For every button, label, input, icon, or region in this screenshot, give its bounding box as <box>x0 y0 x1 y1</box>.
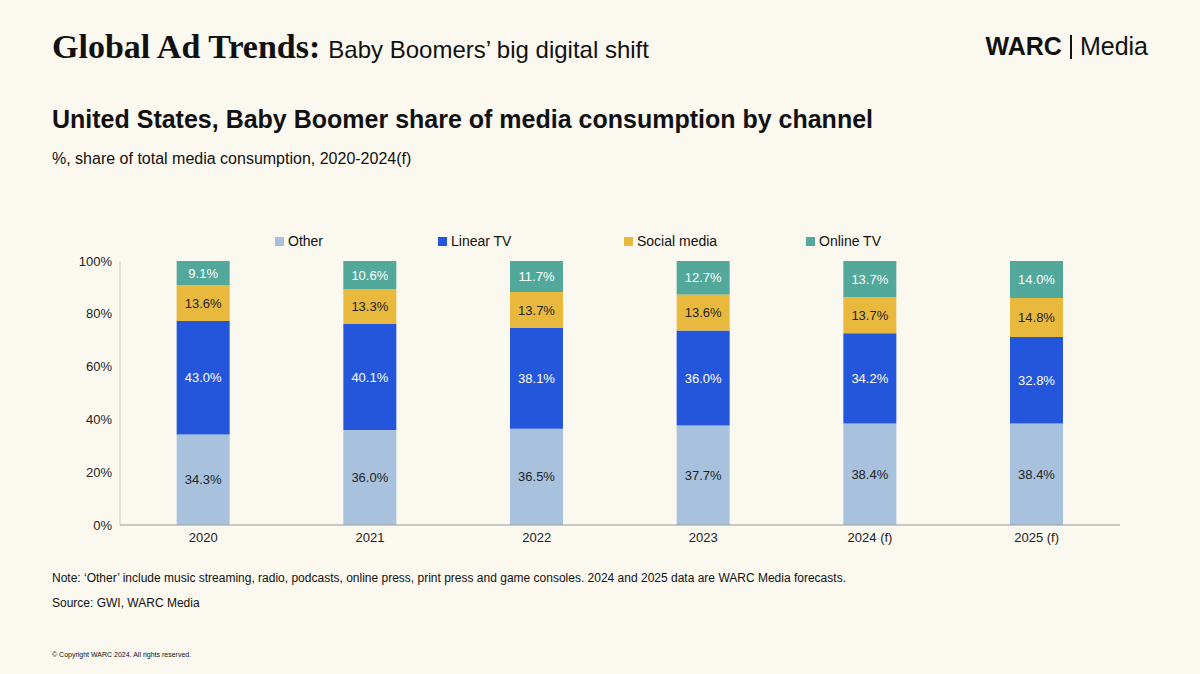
svg-text:9.1%: 9.1% <box>188 266 218 281</box>
svg-text:34.3%: 34.3% <box>185 472 222 487</box>
svg-text:11.7%: 11.7% <box>519 269 555 284</box>
svg-text:36.0%: 36.0% <box>685 371 722 386</box>
svg-text:13.6%: 13.6% <box>685 305 722 320</box>
svg-text:2024 (f): 2024 (f) <box>848 530 893 545</box>
html-text:Note: ‘Other’ include music st: Note: ‘Other’ include music streaming, r… <box>52 571 846 585</box>
svg-text:12.7%: 12.7% <box>685 270 722 285</box>
html-text:© Copyright WARC 2024. All rig: © Copyright WARC 2024. All rights reserv… <box>52 651 192 658</box>
svg-text:14.0%: 14.0% <box>1018 272 1055 287</box>
svg-text:40.1%: 40.1% <box>351 370 388 385</box>
svg-text:38.4%: 38.4% <box>851 467 888 482</box>
svg-text:38.1%: 38.1% <box>518 371 555 386</box>
html-text:Online TV: Online TV <box>819 233 881 249</box>
svg-text:32.8%: 32.8% <box>1018 373 1055 388</box>
svg-text:10.6%: 10.6% <box>351 268 388 283</box>
html-text:United States, Baby Boomer sha: United States, Baby Boomer share of medi… <box>52 105 873 133</box>
svg-text:2022: 2022 <box>522 530 551 545</box>
html-text:Other: Other <box>288 233 323 249</box>
html-text:Social media: Social media <box>637 233 718 249</box>
html-text:%, share of total media consum: %, share of total media consumption, 202… <box>52 150 412 167</box>
svg-text:100%: 100% <box>79 254 113 269</box>
svg-text:0%: 0% <box>93 518 112 533</box>
svg-text:14.8%: 14.8% <box>1018 310 1055 325</box>
svg-text:36.5%: 36.5% <box>518 469 555 484</box>
svg-text:34.2%: 34.2% <box>851 371 888 386</box>
svg-text:13.6%: 13.6% <box>185 296 222 311</box>
svg-text:13.7%: 13.7% <box>851 308 888 323</box>
svg-text:37.7%: 37.7% <box>685 468 722 483</box>
svg-text:60%: 60% <box>86 359 112 374</box>
svg-text:2023: 2023 <box>689 530 718 545</box>
svg-text:40%: 40% <box>86 412 112 427</box>
svg-text:43.0%: 43.0% <box>185 370 222 385</box>
html-text:Source: GWI, WARC Media: Source: GWI, WARC Media <box>52 596 200 610</box>
svg-text:2021: 2021 <box>356 530 385 545</box>
svg-text:38.4%: 38.4% <box>1018 467 1055 482</box>
svg-text:13.3%: 13.3% <box>351 299 388 314</box>
svg-text:2025 (f): 2025 (f) <box>1014 530 1059 545</box>
html-text:Global Ad Trends: Baby Boomers: Global Ad Trends: Baby Boomers’ big digi… <box>52 28 649 65</box>
svg-text:36.0%: 36.0% <box>351 470 388 485</box>
svg-text:80%: 80% <box>86 306 112 321</box>
html-text:Media: Media <box>1079 32 1148 60</box>
html-text:Linear TV: Linear TV <box>451 233 512 249</box>
svg-text:20%: 20% <box>86 465 112 480</box>
svg-text:13.7%: 13.7% <box>851 272 888 287</box>
html-text:WARC: WARC <box>985 32 1062 60</box>
svg-text:13.7%: 13.7% <box>518 303 555 318</box>
svg-text:2020: 2020 <box>189 530 218 545</box>
